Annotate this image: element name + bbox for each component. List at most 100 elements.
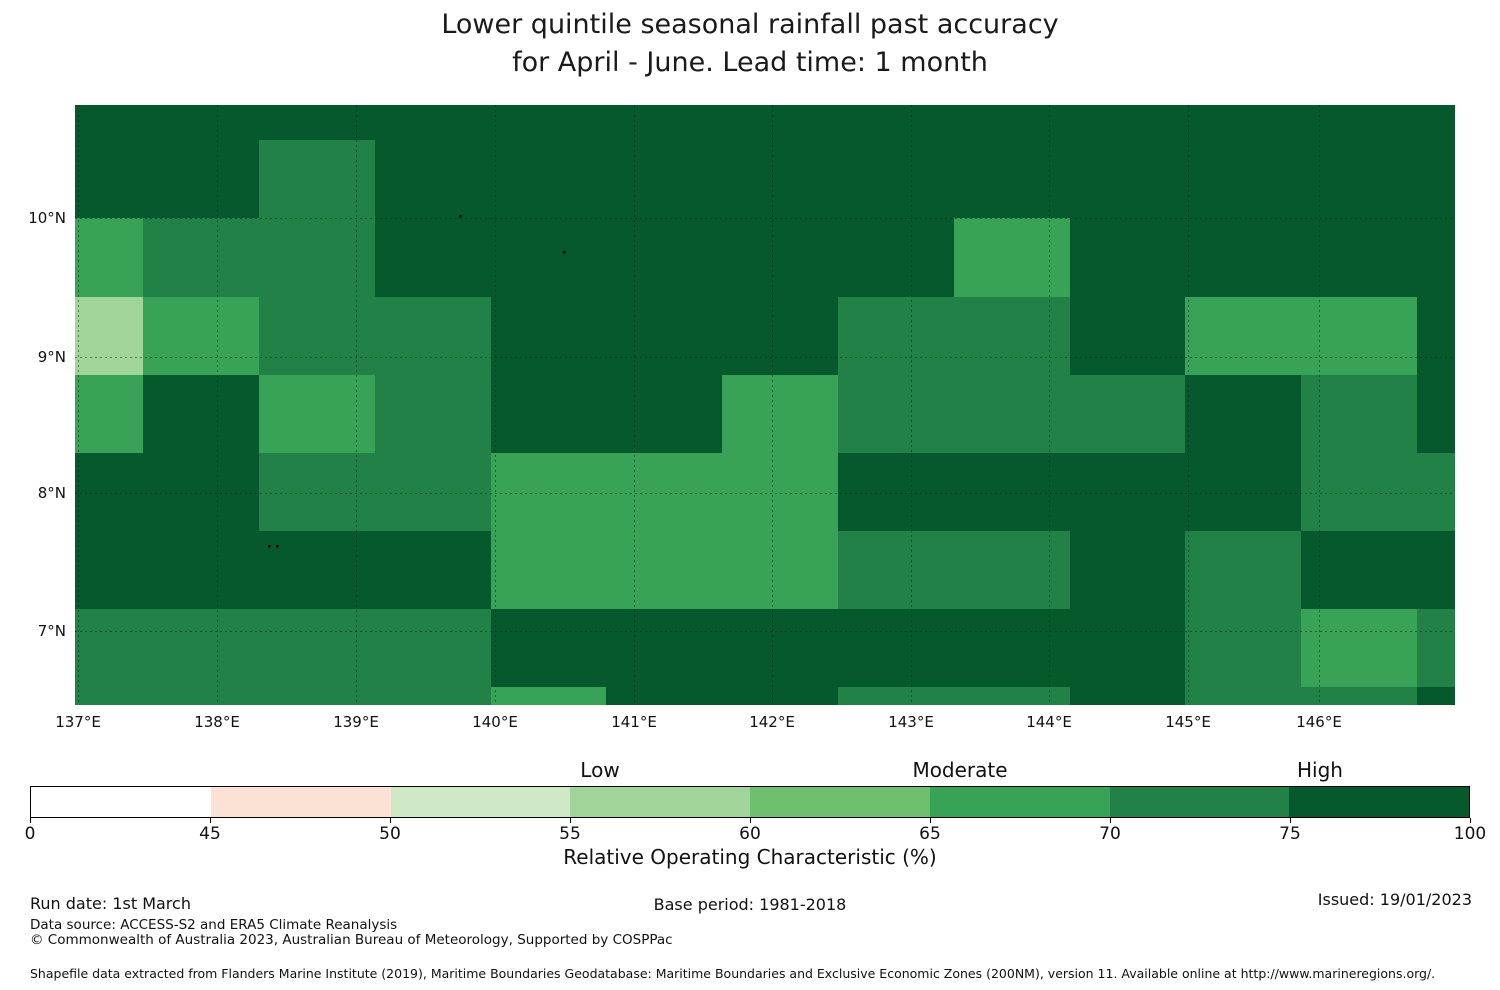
map-cell-roc-65-70 xyxy=(75,375,143,453)
map-cell-roc-70-75 xyxy=(838,531,954,609)
map-cell-roc-55-60 xyxy=(75,297,143,375)
colorbar-segment-0-45 xyxy=(31,787,211,817)
colorbar-segment-75-100 xyxy=(1289,787,1469,817)
map-cell-roc-70-75 xyxy=(375,297,491,375)
colorbar-tick-label: 65 xyxy=(919,824,941,844)
map-cell-roc-65-70 xyxy=(143,297,259,375)
map-cell-roc-70-75 xyxy=(954,531,1070,609)
map-cell-roc-70-75 xyxy=(75,687,143,705)
map-cell-roc-70-75 xyxy=(1185,531,1301,609)
map-cell-roc-70-75 xyxy=(143,218,259,297)
lon-tick-label: 140°E xyxy=(472,713,518,731)
map-cell-roc-70-75 xyxy=(1185,687,1301,705)
map-cell-roc-70-75 xyxy=(1417,453,1455,531)
graticule-parallel xyxy=(75,631,1455,632)
colorbar-tick xyxy=(1470,818,1471,823)
colorbar-tick-label: 60 xyxy=(739,824,761,844)
map-cell-roc-70-75 xyxy=(838,297,954,375)
map-cell-roc-70-75 xyxy=(143,609,259,687)
lon-tick-label: 144°E xyxy=(1026,713,1072,731)
map-cell-roc-65-70 xyxy=(491,687,606,705)
small-island-dot xyxy=(459,215,462,218)
map-cell-roc-70-75 xyxy=(259,297,375,375)
colorbar-tick xyxy=(390,818,391,823)
copyright-text: © Commonwealth of Australia 2023, Austra… xyxy=(30,932,673,948)
map-cell-roc-70-75 xyxy=(1185,609,1301,687)
graticule-meridian xyxy=(356,105,357,705)
base-period-text: Base period: 1981-2018 xyxy=(653,895,847,914)
colorbar-segment-60-65 xyxy=(750,787,930,817)
map-cell-roc-70-75 xyxy=(75,609,143,687)
map-cell-roc-65-70 xyxy=(75,218,143,297)
data-source-text: Data source: ACCESS-S2 and ERA5 Climate … xyxy=(30,917,398,933)
map-cell-roc-65-70 xyxy=(259,375,375,453)
map-cell-roc-70-75 xyxy=(375,453,491,531)
shapefile-note-text: Shapefile data extracted from Flanders M… xyxy=(30,966,1436,981)
run-date-text: Run date: 1st March xyxy=(30,894,191,913)
map-cell-roc-70-75 xyxy=(375,375,491,453)
map-cell-roc-65-70 xyxy=(722,375,838,453)
map-cell-roc-70-75 xyxy=(838,375,954,453)
colorbar-tick xyxy=(210,818,211,823)
colorbar-segment-45-50 xyxy=(210,787,391,817)
graticule-meridian xyxy=(495,105,496,705)
map-cell-roc-65-70 xyxy=(1301,609,1417,687)
map-cell-roc-70-75 xyxy=(259,453,375,531)
colorbar-tick xyxy=(750,818,751,823)
graticule-parallel xyxy=(75,357,1455,358)
colorbar-tick-label: 75 xyxy=(1279,824,1301,844)
map-cell-roc-65-70 xyxy=(491,453,606,531)
small-island-dot xyxy=(563,251,566,254)
map-cell-roc-70-75 xyxy=(259,140,375,218)
map-cell-roc-70-75 xyxy=(838,687,954,705)
lon-tick-label: 146°E xyxy=(1296,713,1342,731)
map-cell-roc-70-75 xyxy=(1301,687,1417,705)
map-cell-roc-65-70 xyxy=(1185,297,1301,375)
colorbar-tick xyxy=(30,818,31,823)
map-cell-roc-65-70 xyxy=(491,531,606,609)
map-cell-roc-70-75 xyxy=(954,687,1070,705)
colorbar-tick-label: 55 xyxy=(559,824,581,844)
graticule-meridian xyxy=(911,105,912,705)
map-cell-roc-70-75 xyxy=(375,687,491,705)
lon-tick-label: 139°E xyxy=(333,713,379,731)
colorbar-segment-50-55 xyxy=(390,787,571,817)
map-cell-roc-70-75 xyxy=(1417,609,1455,687)
graticule-meridian xyxy=(772,105,773,705)
graticule-meridian xyxy=(78,105,79,705)
map-cell-roc-70-75 xyxy=(1070,375,1185,453)
lat-tick-label: 10°N xyxy=(28,209,66,227)
map-cell-roc-65-70 xyxy=(722,531,838,609)
lon-tick-label: 137°E xyxy=(55,713,101,731)
colorbar-category-label-moderate: Moderate xyxy=(912,758,1008,782)
lon-tick-label: 141°E xyxy=(611,713,657,731)
lon-tick-label: 142°E xyxy=(749,713,795,731)
map-cell-roc-70-75 xyxy=(259,218,375,297)
colorbar-tick xyxy=(1290,818,1291,823)
colorbar-category-label-high: High xyxy=(1297,758,1343,782)
roc-heatmap xyxy=(75,105,1455,705)
colorbar-tick-label: 100 xyxy=(1453,824,1487,844)
map-cell-roc-65-70 xyxy=(1301,297,1417,375)
colorbar xyxy=(30,786,1470,818)
map-cell-roc-65-70 xyxy=(606,531,722,609)
map-cell-roc-70-75 xyxy=(143,687,259,705)
lon-tick-label: 145°E xyxy=(1165,713,1211,731)
colorbar-segment-55-60 xyxy=(570,787,750,817)
graticule-parallel xyxy=(75,493,1455,494)
lat-tick-label: 8°N xyxy=(37,484,66,502)
map-cell-roc-65-70 xyxy=(606,453,722,531)
lat-tick-label: 7°N xyxy=(37,622,66,640)
graticule-meridian xyxy=(1049,105,1050,705)
small-island-dot xyxy=(268,545,271,548)
colorbar-category-label-low: Low xyxy=(580,758,620,782)
graticule-meridian xyxy=(1319,105,1320,705)
colorbar-tick xyxy=(930,818,931,823)
colorbar-segment-65-70 xyxy=(929,787,1110,817)
colorbar-tick xyxy=(570,818,571,823)
map-cell-roc-65-70 xyxy=(954,218,1070,297)
map-cell-roc-70-75 xyxy=(1301,375,1417,453)
graticule-meridian xyxy=(634,105,635,705)
colorbar-tick xyxy=(1110,818,1111,823)
